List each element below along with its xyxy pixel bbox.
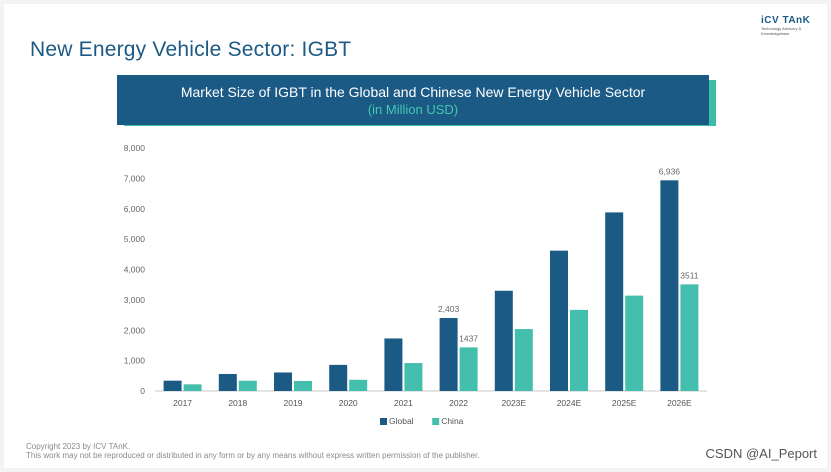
bar-global-2020 (329, 364, 348, 391)
bar-china-2021 (404, 363, 423, 391)
y-tick-label: 7,000 (124, 173, 146, 183)
bar-global-2019 (274, 372, 292, 391)
x-tick-label: 2021 (394, 398, 413, 408)
bar-global-2018 (218, 373, 237, 391)
bar-china-2017 (183, 384, 202, 391)
y-tick-label: 6,000 (124, 204, 146, 214)
y-tick-label: 2,000 (124, 325, 146, 335)
y-tick-label: 1,000 (124, 356, 146, 366)
brand-logo: iCV TAnK Technology Advisory & Knowledge… (761, 15, 811, 36)
bar-global-2025e (605, 212, 624, 391)
x-tick-label: 2022 (449, 398, 468, 408)
legend-label-global: Global (389, 416, 414, 426)
data-label: 1437 (459, 333, 478, 343)
x-tick-label: 2017 (173, 398, 192, 408)
chart-title: Market Size of IGBT in the Global and Ch… (180, 84, 646, 100)
x-tick-label: 2026E (667, 398, 692, 408)
bar-global-2024e (550, 250, 568, 391)
bar-china-2025e (625, 295, 644, 391)
y-tick-label: 5,000 (124, 234, 146, 244)
y-tick-label: 8,000 (124, 143, 146, 153)
bar-global-2021 (384, 338, 403, 391)
data-label: 3511 (680, 270, 699, 280)
logo-text: iCV TAnK (761, 15, 811, 26)
y-tick-label: 3,000 (124, 295, 146, 305)
bar-china-2020 (349, 379, 368, 391)
bar-global-2026e (660, 180, 679, 391)
permission-notice: This work may not be reproduced or distr… (26, 451, 480, 460)
data-label: 2,403 (438, 304, 460, 314)
bar-global-2022 (439, 318, 458, 391)
legend-swatch-china (432, 418, 440, 425)
bar-global-2017 (163, 380, 182, 391)
copyright-footer: Copyright 2023 by ICV TAnK. This work ma… (26, 442, 480, 460)
bar-china-2024e (570, 309, 588, 391)
x-tick-label: 2023E (502, 398, 527, 408)
copyright-line: Copyright 2023 by ICV TAnK. (26, 442, 131, 451)
bar-china-2026e (680, 284, 699, 391)
chart-subtitle: (in Million USD) (367, 102, 459, 117)
x-tick-label: 2020 (339, 398, 358, 408)
watermark-text: CSDN @AI_Peport (705, 446, 817, 461)
legend-swatch-global (380, 418, 387, 425)
page-title: New Energy Vehicle Sector: IGBT (30, 38, 352, 61)
x-tick-label: 2018 (228, 398, 247, 408)
bar-china-2019 (294, 380, 312, 391)
logo-tagline: Technology Advisory & Knowledgebase (761, 26, 802, 36)
data-label: 6,936 (659, 166, 681, 176)
bar-china-2023e (514, 329, 533, 391)
chart-title-banner: Market Size of IGBT in the Global and Ch… (117, 75, 709, 125)
bar-global-2023e (494, 290, 513, 391)
legend-label-china: China (441, 416, 463, 426)
x-tick-label: 2019 (284, 398, 303, 408)
x-tick-label: 2025E (612, 398, 637, 408)
x-tick-label: 2024E (557, 398, 582, 408)
bar-china-2022 (459, 347, 478, 391)
y-tick-label: 4,000 (124, 265, 146, 275)
y-tick-label: 0 (140, 386, 145, 396)
bar-china-2018 (238, 380, 257, 391)
